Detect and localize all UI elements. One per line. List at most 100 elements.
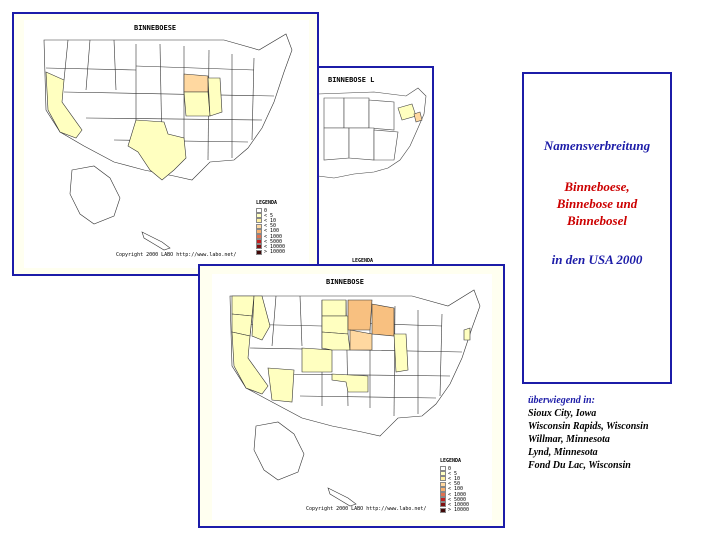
legend-swatch <box>440 466 446 472</box>
map-binnebosel-us-map <box>317 87 427 179</box>
legend-row: < 100 <box>440 486 469 493</box>
legend-swatch <box>256 234 262 240</box>
legend-label: < 1000 <box>264 233 283 240</box>
map-binnebose-iowa <box>349 329 373 351</box>
map-binnebose-nebraska <box>321 331 351 351</box>
legend-swatch <box>256 239 262 245</box>
map-binnebose-us-map <box>229 289 481 507</box>
legend-label: < 50 <box>448 481 461 488</box>
map-binnebose-minnesota <box>347 299 373 331</box>
legend-row: < 10 <box>440 475 469 482</box>
legend-row: < 5 <box>256 212 285 219</box>
place-item: Willmar, Minnesota <box>528 434 610 445</box>
legend-row: < 10 <box>256 217 285 224</box>
legend-row: < 10000 <box>440 501 470 508</box>
legend-label: 0 <box>448 465 452 472</box>
legend-swatch <box>256 249 262 255</box>
map-binneboese-title: BINNEBOESE <box>134 24 177 32</box>
info-box: Namensverbreitung Binneboese, Binnebose … <box>522 72 672 384</box>
map-binnebose-washington <box>231 295 255 317</box>
legend-swatch <box>256 228 262 234</box>
legend-label: < 1000 <box>448 491 467 498</box>
map-binnebose-idaho <box>251 295 271 341</box>
legend-label: < 5 <box>448 470 458 477</box>
map-binnebose-south-dakota <box>321 315 349 335</box>
map-binneboese-legend: LEGENDA 0 < 5 < 10 < 50 < 100 < 1000 < 5000 < 1… <box>256 200 285 255</box>
legend-label: < 5 <box>264 212 274 219</box>
legend-swatch <box>440 476 446 482</box>
legend-label: < 50 <box>264 223 277 230</box>
map-binnebose-legend-title: LEGENDA <box>440 458 462 464</box>
map-binnebosel-legend-partial: LEGENDA <box>352 258 374 264</box>
legend-row: 0 <box>440 465 469 472</box>
map-binnebose-title: BINNEBOSE <box>326 278 364 286</box>
map-binnebosel-title: BINNEBOSE L <box>328 76 375 84</box>
legend-row: < 1000 <box>440 491 469 498</box>
legend-swatch <box>440 502 446 508</box>
place-item: Wisconsin Rapids, Wisconsin <box>528 421 649 432</box>
legend-row: < 100 <box>256 228 285 235</box>
legend-swatch <box>440 471 446 477</box>
map-binneboese-iowa <box>183 73 209 93</box>
legend-label: > 10000 <box>264 249 286 256</box>
map-binnebose-north-dakota <box>321 299 347 317</box>
legend-row: < 50 <box>440 481 469 488</box>
legend-swatch <box>256 213 262 219</box>
place-item: Lynd, Minnesota <box>528 447 598 458</box>
map-binneboese-legend-title: LEGENDA <box>256 200 278 206</box>
legend-label: < 10 <box>448 475 461 482</box>
map-binnebose-colorado <box>301 347 333 373</box>
legend-label: < 10000 <box>264 243 286 250</box>
map-binnebose-oklahoma <box>331 373 369 393</box>
places-heading: überwiegend in: <box>528 395 595 406</box>
legend-label: 0 <box>264 207 268 214</box>
map-binneboese-illinois <box>207 77 223 117</box>
legend-row: > 10000 <box>440 507 470 514</box>
info-heading: Namensverbreitung <box>543 138 651 153</box>
map-binneboese-missouri <box>183 91 211 117</box>
legend-swatch <box>440 507 446 513</box>
legend-swatch <box>440 497 446 503</box>
legend-row: > 10000 <box>256 249 286 256</box>
legend-swatch <box>440 481 446 487</box>
legend-row: < 1000 <box>256 233 285 240</box>
info-year: in den USA 2000 <box>551 252 643 267</box>
legend-row: < 5000 <box>440 496 469 503</box>
places-list: überwiegend in: Sioux City, Iowa Wiscons… <box>528 394 649 472</box>
legend-swatch <box>256 244 262 250</box>
legend-row: < 5000 <box>256 238 285 245</box>
legend-label: < 5000 <box>448 496 467 503</box>
legend-row: < 50 <box>256 223 285 230</box>
map-binnebose-illinois <box>393 333 409 373</box>
map-binneboese-copyright: Copyright 2000 LABO http://www.labo.net/ <box>116 252 237 258</box>
map-binnebose-arizona <box>267 367 295 403</box>
map-binnebose-frame: BINNEBOSE <box>198 264 505 528</box>
legend-swatch <box>256 223 262 229</box>
info-name-3: Binnebosel <box>567 213 627 228</box>
map-binnebosel-frame: BINNEBOSE L LEGENDA <box>312 66 434 268</box>
map-binneboese-us-map <box>43 33 293 251</box>
map-binnebose-wisconsin <box>371 303 395 337</box>
map-binneboese-legend-rows: 0 < 5 < 10 < 50 < 100 < 1000 < 5000 < 10000 > 10… <box>256 208 285 255</box>
legend-row: 0 <box>256 207 285 214</box>
legend-swatch <box>440 492 446 498</box>
legend-swatch <box>256 208 262 214</box>
map-binneboese-frame: BINNEBOESE LEGENDA 0 < 5 < <box>12 12 319 276</box>
place-item: Fond Du Lac, Wisconsin <box>528 460 631 471</box>
info-names: Binneboese, Binnebose und Binnebosel <box>524 178 670 229</box>
legend-label: < 5000 <box>264 238 283 245</box>
map-binneboese-texas <box>127 119 187 181</box>
info-name-1: Binneboese, <box>564 179 630 194</box>
map-binnebose-new-jersey <box>463 327 471 341</box>
legend-label: < 100 <box>264 228 280 235</box>
legend-label: < 10000 <box>448 501 470 508</box>
map-binnebose-legend: LEGENDA 0 < 5 < 10 < 50 < 100 < 1000 < 5000 < 1… <box>440 458 469 513</box>
info-name-2: Binnebose und <box>556 196 638 211</box>
map-binneboese-california <box>45 71 83 139</box>
legend-swatch <box>256 218 262 224</box>
legend-label: < 10 <box>264 217 277 224</box>
place-item: Sioux City, Iowa <box>528 408 597 419</box>
legend-label: < 100 <box>448 486 464 493</box>
map-binnebose-california <box>231 331 269 395</box>
legend-label: > 10000 <box>448 507 470 514</box>
